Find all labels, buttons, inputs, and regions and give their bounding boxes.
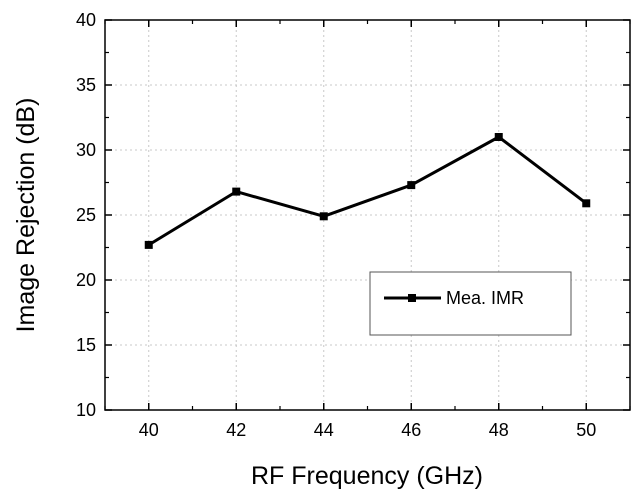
data-point	[319, 212, 328, 221]
x-tick-labels: 40 42 44 46 48 50	[139, 420, 597, 440]
series-group	[144, 133, 591, 249]
axis-ticks	[104, 19, 631, 411]
y-tick-label: 30	[76, 140, 96, 160]
y-tick-label: 20	[76, 270, 96, 290]
series-line	[147, 135, 588, 247]
x-tick-label: 48	[489, 420, 509, 440]
y-tick-label: 35	[76, 75, 96, 95]
legend-box	[369, 271, 572, 336]
y-tick-label: 25	[76, 205, 96, 225]
x-tick-label: 50	[576, 420, 596, 440]
y-tick-label: 10	[76, 400, 96, 420]
legend-label: Mea. IMR	[446, 288, 524, 308]
y-tick-labels: 10 15 20 25 30 35 40	[76, 10, 96, 420]
x-tick-label: 42	[226, 420, 246, 440]
data-point	[582, 199, 591, 208]
y-tick-label: 40	[76, 10, 96, 30]
data-point	[144, 240, 153, 249]
x-tick-label: 44	[314, 420, 334, 440]
x-tick-label: 40	[139, 420, 159, 440]
legend: Mea. IMR	[369, 271, 572, 336]
y-axis-title: Image Rejection (dB)	[12, 98, 40, 333]
data-point	[407, 181, 416, 190]
legend-marker	[408, 294, 416, 302]
data-point	[232, 187, 241, 196]
data-point	[494, 133, 503, 141]
x-axis-title: RF Frequency (GHz)	[251, 462, 483, 490]
grid	[105, 20, 630, 410]
y-tick-label: 15	[76, 335, 96, 355]
x-tick-label: 46	[401, 420, 421, 440]
